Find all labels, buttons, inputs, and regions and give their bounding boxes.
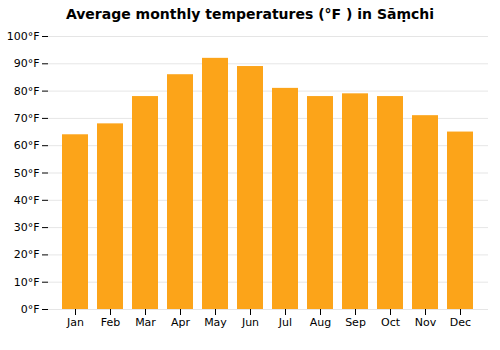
svg-text:60°F: 60°F: [14, 139, 40, 152]
svg-text:Sep: Sep: [345, 316, 366, 329]
svg-text:40°F: 40°F: [14, 194, 40, 207]
svg-text:Aug: Aug: [310, 316, 331, 329]
svg-text:Apr: Apr: [171, 316, 191, 329]
svg-text:80°F: 80°F: [14, 85, 40, 98]
svg-text:30°F: 30°F: [14, 221, 40, 234]
svg-text:May: May: [204, 316, 227, 329]
svg-text:Jul: Jul: [278, 316, 292, 329]
svg-text:20°F: 20°F: [14, 248, 40, 261]
svg-text:10°F: 10°F: [14, 276, 40, 289]
svg-text:90°F: 90°F: [14, 57, 40, 70]
svg-text:50°F: 50°F: [14, 167, 40, 180]
svg-text:Nov: Nov: [415, 316, 437, 329]
svg-text:70°F: 70°F: [14, 112, 40, 125]
svg-text:Jun: Jun: [241, 316, 259, 329]
svg-text:Mar: Mar: [135, 316, 156, 329]
svg-text:Dec: Dec: [450, 316, 471, 329]
html-text:Average monthly temperatures (: Average monthly temperatures (°F ) in Sā…: [65, 6, 435, 22]
svg-text:100°F: 100°F: [7, 30, 40, 43]
svg-text:Feb: Feb: [101, 316, 120, 329]
svg-text:Oct: Oct: [381, 316, 401, 329]
svg-text:0°F: 0°F: [21, 303, 40, 316]
svg-text:Jan: Jan: [66, 316, 84, 329]
